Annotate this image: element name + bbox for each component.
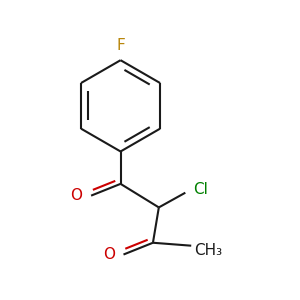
Text: Cl: Cl bbox=[193, 182, 208, 197]
Text: F: F bbox=[116, 38, 125, 53]
Text: O: O bbox=[103, 247, 115, 262]
Text: O: O bbox=[70, 188, 82, 203]
Text: CH₃: CH₃ bbox=[194, 243, 222, 258]
